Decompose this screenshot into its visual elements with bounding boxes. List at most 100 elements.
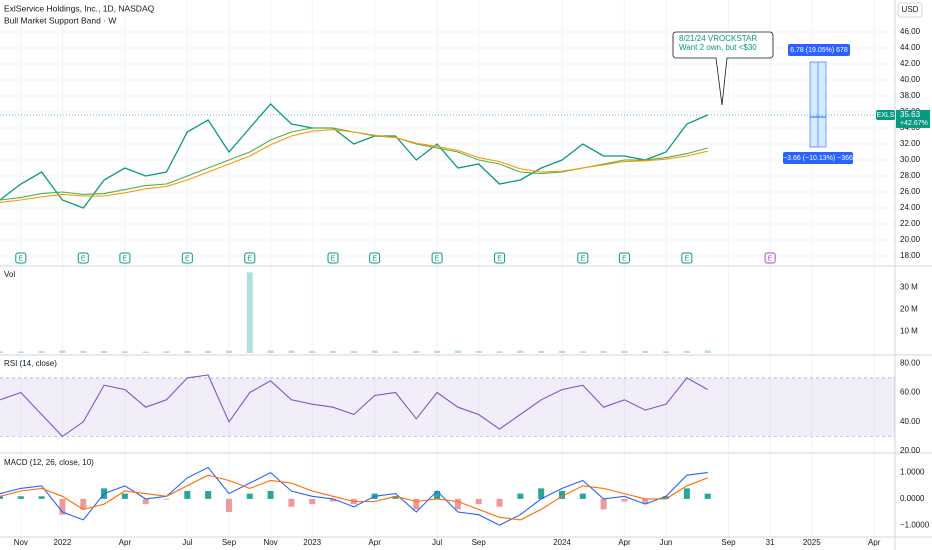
bar [392,496,399,499]
bar [579,351,586,353]
currency-button[interactable] [897,2,923,18]
bar [475,351,482,353]
bar [475,498,482,505]
bar [101,351,108,353]
earnings-icon[interactable] [431,252,443,264]
earnings-icon[interactable] [244,252,256,264]
earnings-label: E [18,255,23,262]
y-tick-label: 20.00 [900,446,921,455]
bar [142,351,149,353]
x-tick-label: Sep [472,538,487,547]
panel-title: Vol [4,270,15,279]
y-tick-label: 1.0000 [900,468,925,477]
bar [38,496,45,499]
earnings-icon[interactable] [618,252,630,264]
bar [413,498,420,510]
bar [288,498,295,507]
bar [205,491,212,499]
x-tick-label: Jul [182,538,192,547]
y-tick-label: 38.00 [900,91,921,100]
earnings-label: E [580,255,585,262]
bar [246,493,253,499]
earnings-icon[interactable] [15,252,27,264]
bar [163,351,170,353]
y-tick-label: 26.00 [900,187,921,196]
earnings-icon[interactable] [369,252,381,264]
annotation-callout[interactable] [672,31,774,106]
earnings-label: E [685,255,690,262]
series-line [0,129,708,203]
x-tick-label: 31 [766,538,775,547]
y-tick-label: −1.0000 [900,520,930,529]
measure-label-box [788,44,850,56]
chart-title: ExlService Holdings, Inc., 1D, NASDAQ [4,3,155,13]
earnings-icon[interactable] [764,252,776,264]
bar [80,498,87,510]
earnings-icon[interactable] [577,252,589,264]
bar [579,493,586,499]
x-tick-label: 2022 [54,538,72,547]
bar [17,351,24,353]
bar [454,498,461,510]
symbol-tag [876,109,895,120]
x-tick-label: Jul [432,538,442,547]
x-tick-label: Apr [368,538,381,547]
bar [496,498,503,507]
bar [121,493,128,499]
bar [371,350,378,353]
y-tick-label: 22.00 [900,219,921,228]
change-label: +42.67% [900,120,928,127]
bar [17,496,24,499]
y-tick-label: 60.00 [900,388,921,397]
currency[interactable]: USD [902,5,919,14]
x-tick-label: Jun [660,538,673,547]
earnings-label: E [123,255,128,262]
bar [309,498,316,505]
bar [392,351,399,353]
x-tick-label: 2025 [803,538,821,547]
series-line [0,374,708,438]
earnings-label: E [435,255,440,262]
bar [517,350,524,353]
panel-title: RSI (14, close) [4,359,57,368]
indicator-title: Bull Market Support Band · W [4,15,116,25]
measure-label-box [783,152,853,164]
bar [413,351,420,353]
earnings-icon[interactable] [681,252,693,264]
measure-label: 6.78 (19.05%) 678 [790,47,848,54]
earnings-icon[interactable] [77,252,89,264]
x-tick-label: Apr [119,538,132,547]
earnings-label: E [622,255,627,262]
earnings-label: E [247,255,252,262]
bar [225,498,232,513]
bar [558,491,565,499]
bar [0,496,3,499]
bar [184,491,191,499]
bar [600,351,607,353]
bar [683,350,690,353]
x-tick-label: Nov [14,538,28,547]
bar [663,351,670,353]
earnings-icon[interactable] [181,252,193,264]
earnings-label: E [372,255,377,262]
y-tick-label: 46.00 [900,27,921,36]
bar [621,350,628,353]
earnings-icon[interactable] [327,252,339,264]
y-tick-label: 40.00 [900,417,921,426]
earnings-icon[interactable] [119,252,131,264]
bar [663,496,670,499]
bar [0,351,3,353]
earnings-label: E [497,255,502,262]
price-tag [896,109,930,128]
bar [350,351,357,353]
bar [434,491,441,499]
earnings-icon[interactable] [494,252,506,264]
bar [704,493,711,499]
y-tick-label: 30 M [900,283,918,292]
y-tick-label: 0.0000 [900,494,925,503]
bar [267,491,274,499]
x-tick-label: Apr [618,538,631,547]
bar [246,272,253,353]
